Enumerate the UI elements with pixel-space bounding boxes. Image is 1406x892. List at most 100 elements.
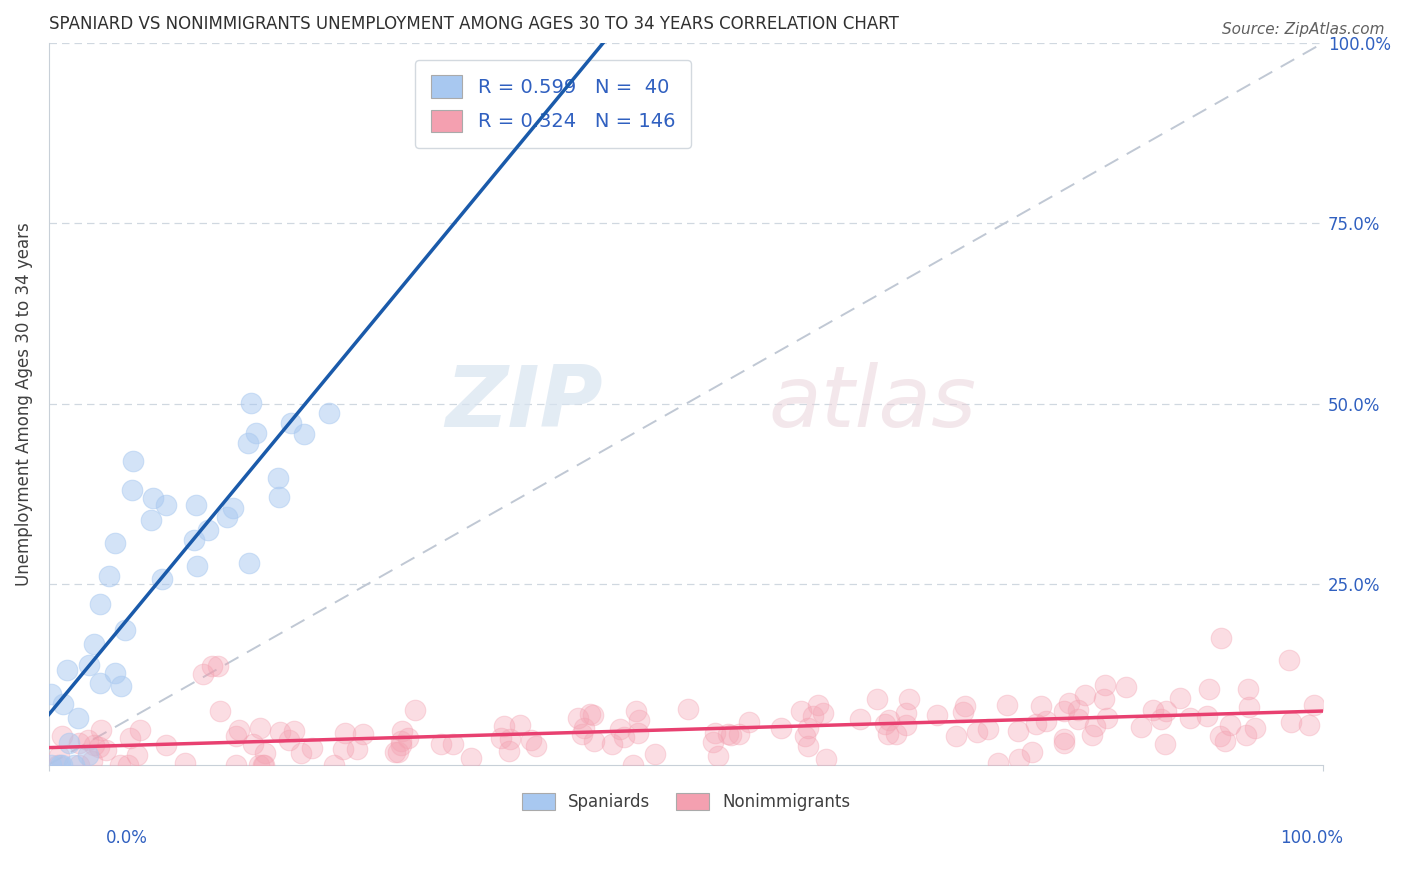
Point bbox=[952, 705, 974, 719]
Point bbox=[114, 624, 136, 638]
Point bbox=[1154, 704, 1177, 718]
Point bbox=[1219, 718, 1241, 732]
Point bbox=[150, 572, 173, 586]
Point bbox=[1142, 703, 1164, 717]
Point bbox=[39, 757, 62, 772]
Text: ZIP: ZIP bbox=[446, 362, 603, 445]
Point bbox=[236, 436, 259, 450]
Point bbox=[1115, 680, 1137, 694]
Point bbox=[1243, 721, 1265, 735]
Point bbox=[252, 757, 274, 772]
Point bbox=[1211, 632, 1233, 646]
Point bbox=[207, 659, 229, 673]
Point bbox=[1129, 721, 1152, 735]
Point bbox=[1007, 724, 1029, 739]
Point bbox=[1053, 736, 1076, 750]
Point bbox=[352, 727, 374, 741]
Point bbox=[613, 730, 636, 744]
Point bbox=[1236, 681, 1258, 696]
Point bbox=[49, 757, 72, 772]
Point bbox=[249, 721, 271, 735]
Point bbox=[209, 704, 232, 718]
Point bbox=[1097, 710, 1119, 724]
Point bbox=[813, 706, 835, 720]
Point bbox=[579, 707, 602, 722]
Point bbox=[875, 717, 897, 731]
Text: 0.0%: 0.0% bbox=[105, 829, 148, 847]
Text: Source: ZipAtlas.com: Source: ZipAtlas.com bbox=[1222, 22, 1385, 37]
Text: 100.0%: 100.0% bbox=[1279, 829, 1343, 847]
Point bbox=[77, 657, 100, 672]
Point bbox=[191, 666, 214, 681]
Point bbox=[127, 748, 149, 763]
Point bbox=[884, 727, 907, 741]
Point bbox=[225, 757, 247, 772]
Point bbox=[174, 756, 197, 770]
Point bbox=[247, 757, 270, 772]
Text: SPANIARD VS NONIMMIGRANTS UNEMPLOYMENT AMONG AGES 30 TO 34 YEARS CORRELATION CHA: SPANIARD VS NONIMMIGRANTS UNEMPLOYMENT A… bbox=[49, 15, 898, 33]
Point bbox=[1081, 728, 1104, 742]
Point bbox=[323, 757, 346, 772]
Point bbox=[267, 491, 290, 505]
Point bbox=[1035, 714, 1057, 729]
Point bbox=[67, 735, 90, 749]
Point bbox=[1053, 732, 1076, 747]
Point bbox=[332, 742, 354, 756]
Point bbox=[770, 721, 793, 735]
Point bbox=[797, 721, 820, 735]
Point bbox=[283, 723, 305, 738]
Point bbox=[183, 533, 205, 547]
Point bbox=[1025, 717, 1047, 731]
Point bbox=[987, 756, 1010, 770]
Point bbox=[430, 737, 453, 751]
Point bbox=[387, 746, 409, 760]
Point bbox=[245, 425, 267, 440]
Point bbox=[1237, 700, 1260, 714]
Point bbox=[142, 491, 165, 505]
Point bbox=[1302, 698, 1324, 713]
Point bbox=[955, 698, 977, 713]
Point bbox=[253, 746, 276, 760]
Point bbox=[627, 726, 650, 740]
Point bbox=[108, 757, 131, 772]
Point bbox=[58, 736, 80, 750]
Point bbox=[894, 718, 917, 732]
Point bbox=[89, 597, 111, 611]
Point bbox=[51, 757, 73, 772]
Point bbox=[122, 454, 145, 468]
Point bbox=[441, 737, 464, 751]
Point bbox=[702, 735, 724, 749]
Point bbox=[877, 727, 900, 741]
Point bbox=[292, 427, 315, 442]
Point bbox=[492, 719, 515, 733]
Point bbox=[51, 729, 73, 743]
Point bbox=[571, 727, 593, 741]
Point bbox=[717, 726, 740, 740]
Point bbox=[678, 702, 700, 716]
Point bbox=[77, 748, 100, 763]
Point bbox=[738, 714, 761, 729]
Point bbox=[201, 658, 224, 673]
Point bbox=[703, 726, 725, 740]
Point bbox=[797, 739, 820, 753]
Point bbox=[63, 757, 86, 772]
Point bbox=[301, 740, 323, 755]
Point bbox=[80, 754, 103, 768]
Point bbox=[83, 637, 105, 651]
Point bbox=[1178, 710, 1201, 724]
Point bbox=[849, 712, 872, 726]
Point bbox=[877, 713, 900, 727]
Legend: Spaniards, Nonimmigrants: Spaniards, Nonimmigrants bbox=[515, 786, 858, 817]
Point bbox=[1281, 715, 1303, 730]
Point bbox=[1021, 745, 1043, 759]
Y-axis label: Unemployment Among Ages 30 to 34 years: Unemployment Among Ages 30 to 34 years bbox=[15, 222, 32, 585]
Point bbox=[866, 692, 889, 706]
Point bbox=[621, 757, 644, 772]
Point bbox=[238, 556, 260, 570]
Point bbox=[1168, 691, 1191, 706]
Point bbox=[267, 471, 290, 485]
Point bbox=[253, 757, 276, 772]
Point bbox=[794, 730, 817, 744]
Point bbox=[242, 737, 264, 751]
Point bbox=[389, 738, 412, 752]
